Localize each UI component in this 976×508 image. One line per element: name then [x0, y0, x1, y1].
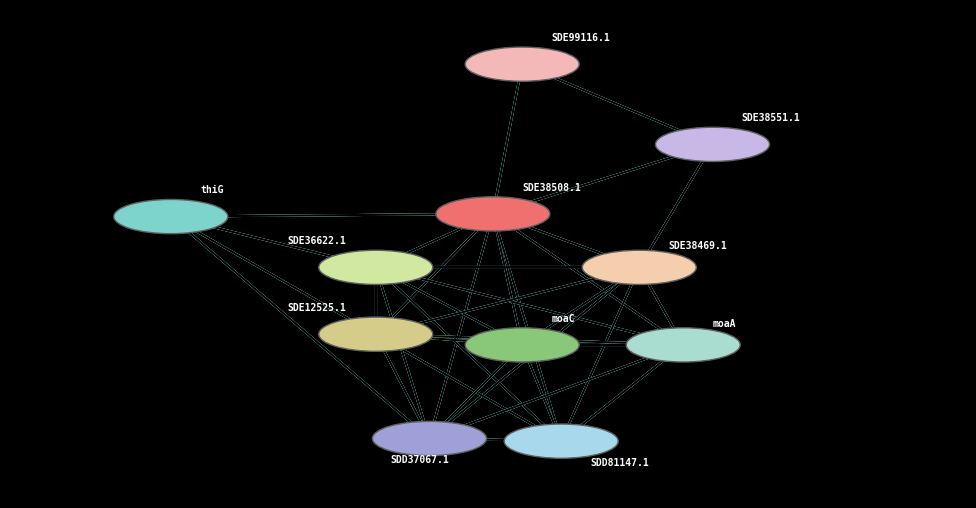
Text: moaA: moaA: [712, 319, 736, 329]
Text: SDD37067.1: SDD37067.1: [390, 455, 449, 465]
Ellipse shape: [319, 317, 432, 352]
Ellipse shape: [466, 328, 579, 362]
Ellipse shape: [319, 250, 432, 284]
Text: SDE38469.1: SDE38469.1: [669, 241, 727, 251]
Text: thiG: thiG: [200, 185, 224, 195]
Text: SDD81147.1: SDD81147.1: [590, 458, 649, 468]
Ellipse shape: [627, 328, 740, 362]
Ellipse shape: [466, 47, 579, 81]
Text: SDE36622.1: SDE36622.1: [288, 236, 346, 246]
Ellipse shape: [656, 128, 769, 162]
Text: SDE12525.1: SDE12525.1: [288, 303, 346, 313]
Ellipse shape: [583, 250, 696, 284]
Text: SDE38508.1: SDE38508.1: [522, 182, 581, 193]
Ellipse shape: [436, 197, 549, 231]
Text: SDE99116.1: SDE99116.1: [551, 33, 610, 43]
Ellipse shape: [505, 424, 618, 458]
Text: SDE38551.1: SDE38551.1: [742, 113, 800, 123]
Text: moaC: moaC: [551, 313, 575, 324]
Ellipse shape: [373, 421, 486, 456]
Ellipse shape: [114, 200, 227, 234]
